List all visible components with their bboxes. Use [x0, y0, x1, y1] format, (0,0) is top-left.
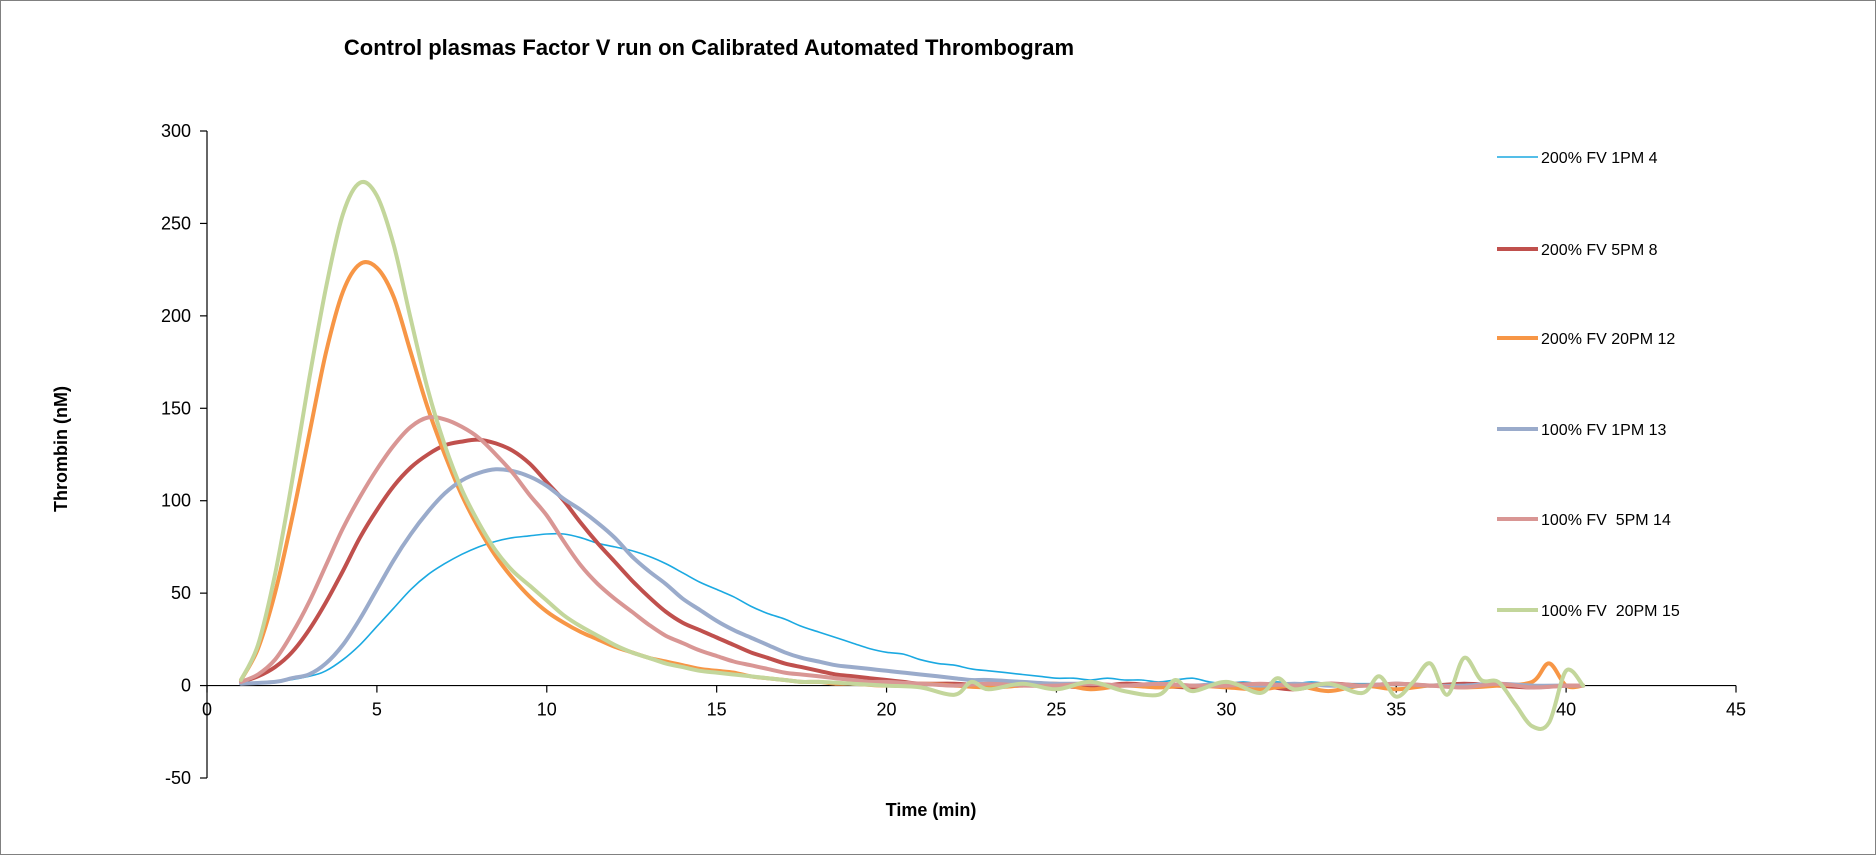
x-tick-label: 45 — [1726, 700, 1746, 720]
y-tick-label: 0 — [181, 676, 191, 696]
x-tick-label: 35 — [1386, 700, 1406, 720]
series-line-3 — [239, 260, 1586, 694]
legend-label-4: 100% FV 1PM 13 — [1541, 422, 1667, 439]
x-tick-label: 5 — [372, 700, 382, 720]
legend-label-1: 200% FV 1PM 4 — [1541, 150, 1658, 167]
legend-label-2: 200% FV 5PM 8 — [1541, 242, 1658, 259]
x-tick-label: 20 — [877, 700, 897, 720]
series-line-6 — [239, 180, 1586, 731]
series-line-5 — [239, 415, 1586, 690]
y-tick-label: 300 — [161, 121, 191, 141]
series-line-4 — [239, 467, 1586, 688]
legend: 200% FV 1PM 4 200% FV 5PM 8 200% FV 20PM 1… — [1497, 150, 1680, 620]
x-tick-label: 30 — [1216, 700, 1236, 720]
y-tick-label: 150 — [161, 398, 191, 418]
x-axis-label: Time (min) — [886, 800, 977, 820]
x-tick-label: 40 — [1556, 700, 1576, 720]
legend-label-6: 100% FV 20PM 15 — [1541, 603, 1680, 620]
chart-title: Control plasmas Factor V run on Calibrat… — [344, 35, 1074, 60]
y-tick-label: -50 — [165, 768, 191, 788]
series-line-1 — [240, 532, 1584, 689]
y-tick-label: 100 — [161, 491, 191, 511]
axes: -50 0 50 100 150 200 250 300 0 5 10 15 20 25 30 35 40 45 — [161, 121, 1746, 788]
y-tick-label: 50 — [171, 583, 191, 603]
plot-lines — [239, 180, 1586, 731]
x-tick-label: 0 — [202, 700, 212, 720]
legend-label-3: 200% FV 20PM 12 — [1541, 331, 1675, 348]
x-tick-label: 10 — [537, 700, 557, 720]
y-axis-label: Thrombin (nM) — [51, 386, 71, 512]
y-tick-label: 200 — [161, 306, 191, 326]
x-tick-label: 15 — [707, 700, 727, 720]
legend-label-5: 100% FV 5PM 14 — [1541, 512, 1671, 529]
y-tick-label: 250 — [161, 213, 191, 233]
x-tick-label: 25 — [1046, 700, 1066, 720]
